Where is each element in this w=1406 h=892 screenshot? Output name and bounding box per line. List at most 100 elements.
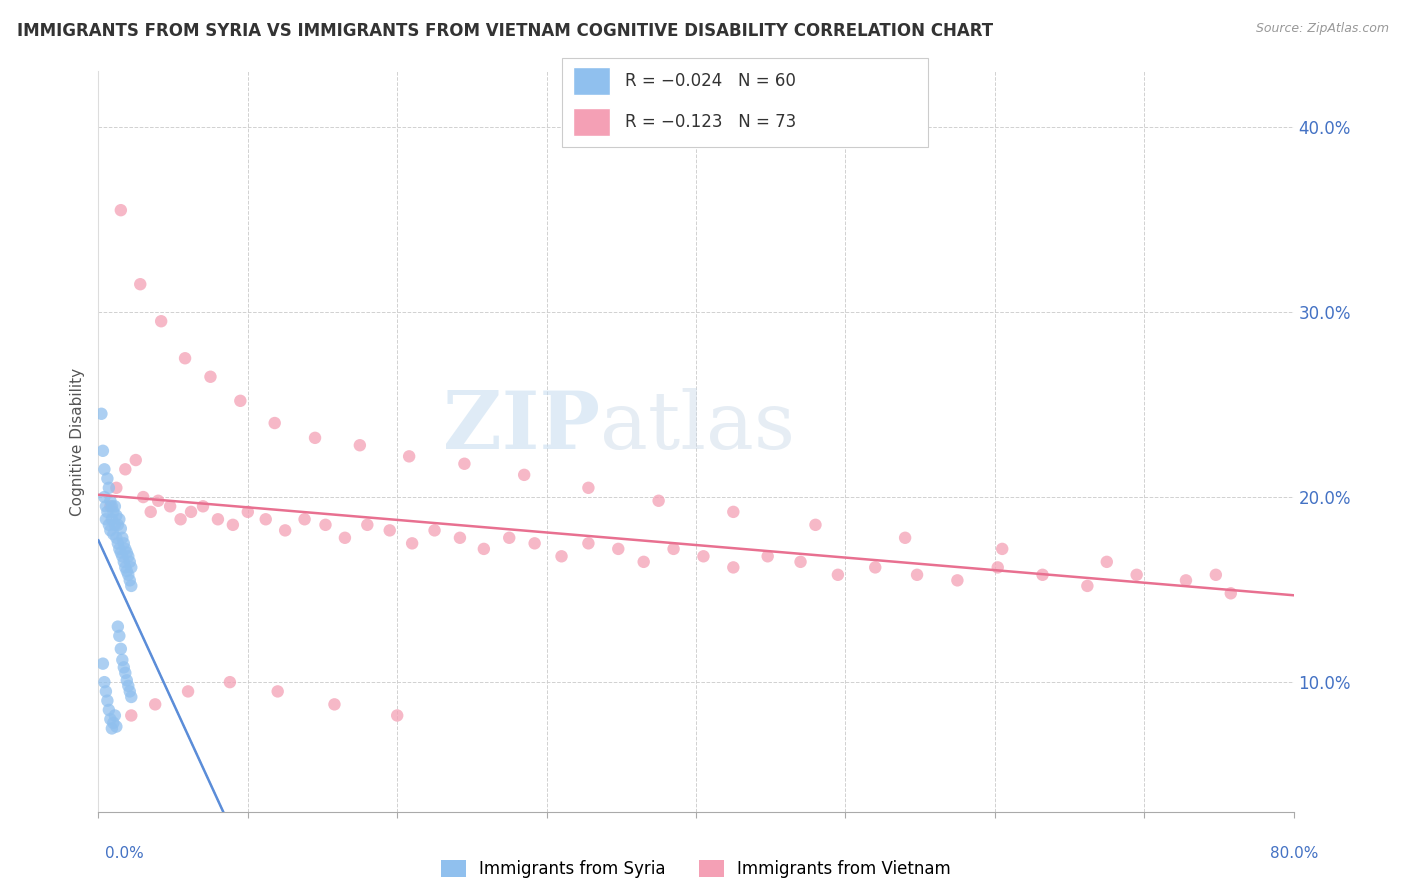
Text: atlas: atlas — [600, 388, 796, 466]
Point — [110, 641, 132, 656]
Point — [804, 517, 827, 532]
Point — [105, 481, 128, 495]
Point — [323, 698, 346, 712]
Point — [91, 657, 114, 671]
Point — [115, 564, 138, 578]
Point — [98, 524, 122, 538]
Point — [120, 560, 142, 574]
Point — [114, 462, 136, 476]
Text: ZIP: ZIP — [443, 388, 600, 466]
Point — [111, 549, 134, 564]
Point — [117, 567, 139, 582]
Point — [169, 512, 191, 526]
Point — [132, 490, 155, 504]
Point — [114, 560, 136, 574]
Point — [472, 541, 495, 556]
Point — [946, 574, 969, 588]
Point — [333, 531, 356, 545]
Point — [356, 517, 378, 532]
Point — [111, 531, 134, 545]
Point — [118, 684, 141, 698]
Point — [93, 490, 115, 504]
Point — [105, 720, 128, 734]
Point — [207, 512, 229, 526]
Point — [191, 500, 214, 514]
Point — [453, 457, 475, 471]
Text: 80.0%: 80.0% — [1271, 847, 1319, 861]
Point — [94, 684, 117, 698]
Point — [378, 524, 401, 538]
Point — [294, 512, 316, 526]
Point — [143, 698, 166, 712]
Point — [108, 629, 131, 643]
Point — [1205, 567, 1227, 582]
Point — [104, 708, 127, 723]
Point — [578, 536, 600, 550]
Point — [267, 684, 290, 698]
Point — [633, 555, 655, 569]
Point — [229, 393, 252, 408]
Point — [104, 500, 127, 514]
Point — [112, 660, 135, 674]
Point — [827, 567, 849, 582]
Point — [1076, 579, 1098, 593]
Point — [315, 517, 337, 532]
Text: R = −0.123   N = 73: R = −0.123 N = 73 — [624, 113, 796, 131]
Point — [98, 493, 122, 508]
Point — [93, 462, 115, 476]
Point — [236, 505, 259, 519]
Point — [756, 549, 779, 564]
Point — [112, 536, 135, 550]
Point — [987, 560, 1010, 574]
Point — [401, 536, 423, 550]
Point — [449, 531, 471, 545]
Point — [513, 467, 536, 482]
Point — [1095, 555, 1118, 569]
Point — [114, 541, 136, 556]
Point — [96, 471, 118, 485]
Text: 0.0%: 0.0% — [105, 847, 145, 861]
Point — [118, 555, 141, 569]
Point — [1032, 567, 1054, 582]
Point — [112, 555, 135, 569]
Point — [105, 508, 128, 523]
Point — [150, 314, 173, 328]
Legend: Immigrants from Syria, Immigrants from Vietnam: Immigrants from Syria, Immigrants from V… — [434, 854, 957, 885]
Point — [117, 679, 139, 693]
Point — [103, 505, 125, 519]
Point — [114, 665, 136, 680]
Point — [222, 517, 245, 532]
Point — [101, 722, 124, 736]
Point — [94, 512, 117, 526]
Point — [177, 684, 200, 698]
Point — [723, 560, 745, 574]
Point — [550, 549, 572, 564]
Point — [120, 690, 142, 704]
Point — [105, 531, 128, 545]
Y-axis label: Cognitive Disability: Cognitive Disability — [70, 368, 86, 516]
Point — [101, 512, 124, 526]
Point — [647, 493, 669, 508]
Point — [789, 555, 811, 569]
Point — [108, 541, 131, 556]
Point — [129, 277, 152, 292]
Point — [692, 549, 714, 564]
Point — [1219, 586, 1241, 600]
Point — [498, 531, 520, 545]
Point — [894, 531, 917, 545]
Point — [96, 505, 118, 519]
Point — [607, 541, 630, 556]
Text: R = −0.024   N = 60: R = −0.024 N = 60 — [624, 72, 796, 90]
Point — [274, 524, 297, 538]
Point — [115, 545, 138, 560]
Point — [662, 541, 685, 556]
Point — [200, 369, 222, 384]
Point — [97, 481, 120, 495]
Point — [111, 653, 134, 667]
Point — [578, 481, 600, 495]
Point — [108, 512, 131, 526]
Point — [107, 619, 129, 633]
Point — [159, 500, 181, 514]
Point — [98, 712, 122, 726]
Point — [94, 500, 117, 514]
